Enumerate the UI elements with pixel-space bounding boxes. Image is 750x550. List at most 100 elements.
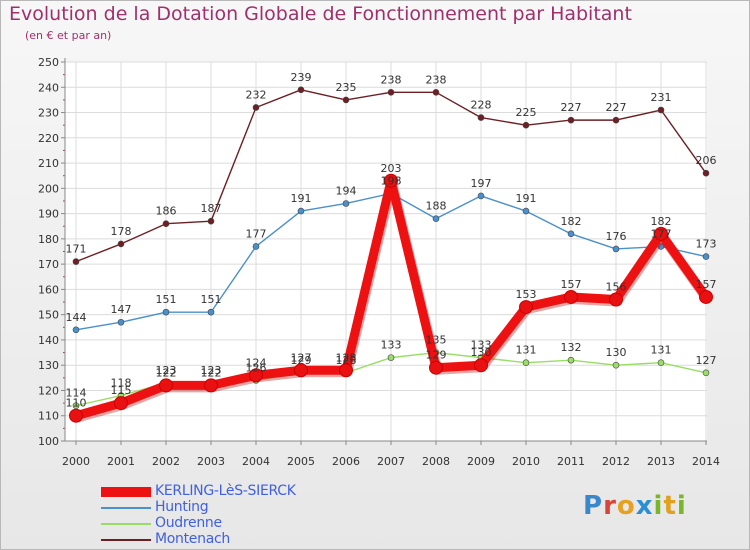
data-point [162, 220, 170, 228]
y-tick-label: 160 [38, 283, 59, 296]
data-point [477, 114, 485, 121]
data-point [657, 106, 665, 114]
x-tick-label: 2008 [422, 455, 450, 468]
data-label: 131 [516, 344, 537, 357]
data-point [72, 326, 80, 334]
x-tick-label: 2002 [152, 455, 180, 468]
data-label: 228 [471, 99, 492, 112]
data-label: 187 [201, 202, 222, 215]
legend-label: Oudrenne [155, 515, 222, 531]
data-label: 135 [426, 334, 447, 347]
series-kerling-l-s-sierck [69, 173, 713, 423]
data-label: 124 [246, 356, 267, 369]
logo-letter: o [616, 491, 636, 521]
y-tick-label: 100 [38, 435, 59, 448]
legend-label: KERLING-LèS-SIERCK [155, 483, 296, 499]
data-point [519, 300, 533, 315]
y-tick-label: 170 [38, 258, 59, 271]
data-point [117, 240, 125, 248]
data-label: 156 [606, 281, 627, 294]
data-label: 197 [471, 177, 492, 190]
y-tick-label: 150 [38, 309, 59, 322]
data-point [477, 192, 485, 200]
y-tick-label: 130 [38, 359, 59, 372]
data-label: 126 [246, 361, 267, 374]
data-point [699, 289, 713, 304]
data-point [162, 308, 170, 316]
data-point [609, 292, 623, 307]
legend-swatch [101, 532, 151, 548]
data-point [612, 361, 620, 369]
data-point [72, 258, 80, 265]
data-point [654, 226, 668, 241]
data-point [567, 356, 575, 364]
y-tick-label: 250 [38, 56, 59, 69]
data-label: 188 [426, 200, 447, 213]
data-point [522, 359, 530, 366]
data-point [249, 368, 263, 383]
data-label: 182 [651, 215, 672, 228]
data-label: 157 [561, 278, 582, 291]
x-tick-label: 2012 [602, 455, 630, 468]
data-label: 133 [471, 339, 492, 352]
data-point [342, 200, 350, 207]
data-label: 132 [561, 341, 582, 354]
data-point [204, 378, 218, 393]
data-point [294, 363, 308, 378]
data-point [474, 358, 488, 373]
data-point [702, 253, 710, 260]
data-label: 123 [201, 364, 222, 377]
data-point [657, 359, 665, 366]
legend-item: KERLING-LèS-SIERCK [101, 483, 361, 500]
data-point [159, 378, 173, 393]
data-label: 191 [291, 192, 312, 205]
legend-swatch [101, 484, 151, 500]
x-tick-label: 2014 [692, 455, 720, 468]
chart-subtitle: (en € et par an) [25, 29, 112, 42]
data-point [567, 230, 575, 238]
x-tick-label: 2006 [332, 455, 360, 468]
legend-swatch-line [101, 539, 151, 541]
data-point [114, 396, 128, 411]
data-label: 144 [66, 311, 87, 324]
data-point [297, 86, 305, 94]
logo-letter: P [583, 491, 604, 521]
data-label: 129 [291, 354, 312, 367]
data-label: 128 [336, 351, 357, 364]
data-point [657, 243, 665, 250]
data-label: 127 [696, 354, 717, 367]
logo-letter: t [663, 491, 677, 521]
data-point [252, 243, 260, 250]
data-point [342, 96, 350, 104]
data-label: 171 [66, 243, 87, 256]
y-tick-label: 200 [38, 182, 59, 195]
data-point [339, 363, 353, 378]
data-point [387, 89, 395, 96]
data-label: 128 [336, 354, 357, 367]
data-point [567, 116, 575, 124]
data-label: 173 [696, 238, 717, 251]
data-point [564, 289, 578, 304]
logo-letter: r [603, 491, 617, 521]
legend-swatch [101, 516, 151, 532]
data-label: 238 [381, 73, 402, 86]
data-point [612, 116, 620, 124]
y-tick-label: 240 [38, 81, 59, 94]
data-point [72, 402, 80, 409]
data-point [522, 207, 530, 215]
data-point [387, 354, 395, 361]
data-point [117, 318, 125, 326]
plot-area [65, 62, 707, 441]
data-label: 235 [336, 81, 357, 94]
data-point [207, 217, 215, 225]
data-label: 194 [336, 184, 357, 197]
data-point [384, 173, 398, 188]
data-label: 118 [111, 377, 132, 390]
data-label: 225 [516, 106, 537, 119]
legend-swatch [101, 500, 151, 516]
legend-item: Hunting [101, 499, 361, 516]
y-tick-label: 110 [38, 410, 59, 423]
data-label: 177 [246, 227, 267, 240]
y-tick-label: 190 [38, 208, 59, 221]
